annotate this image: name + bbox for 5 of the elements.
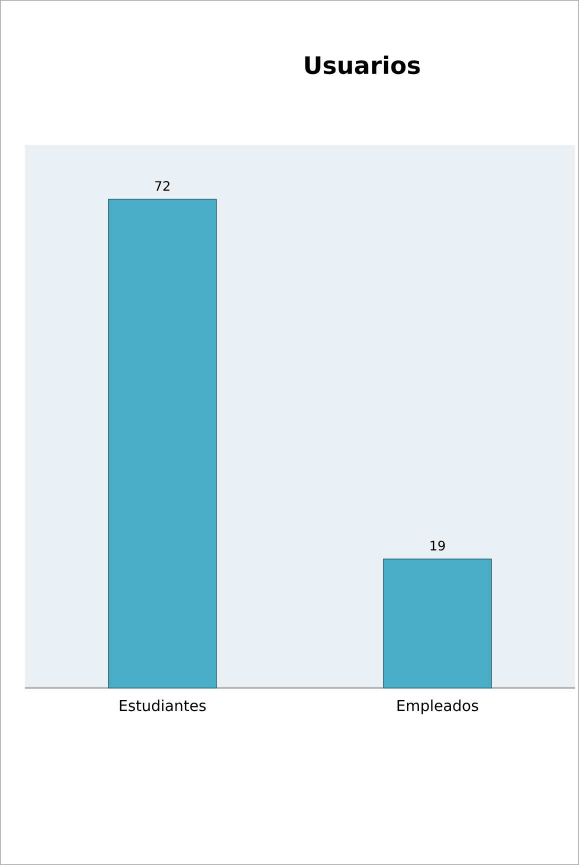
- x-tick-label: Estudiantes: [120, 700, 206, 712]
- chart-title: Usuarios: [305, 56, 420, 74]
- data-label: 72: [155, 181, 170, 191]
- data-label: 19: [430, 540, 445, 551]
- x-tick-label: Empleados: [398, 700, 478, 714]
